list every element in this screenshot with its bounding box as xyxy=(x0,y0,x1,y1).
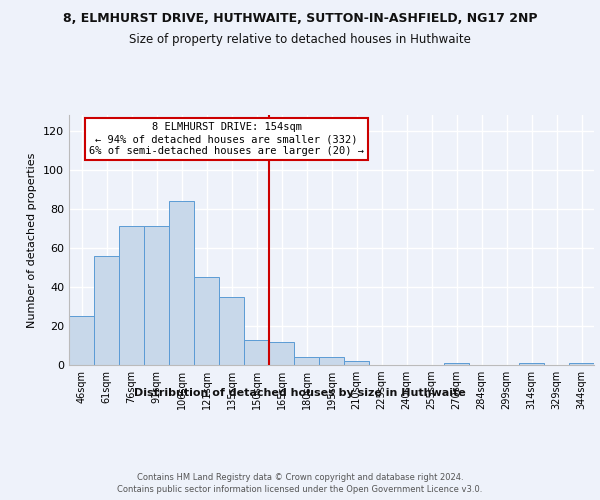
Bar xyxy=(119,226,144,365)
Text: Size of property relative to detached houses in Huthwaite: Size of property relative to detached ho… xyxy=(129,32,471,46)
Bar xyxy=(69,316,94,365)
Y-axis label: Number of detached properties: Number of detached properties xyxy=(28,152,37,328)
Bar xyxy=(169,201,194,365)
Bar xyxy=(294,357,319,365)
Bar xyxy=(444,363,469,365)
Bar xyxy=(144,226,169,365)
Text: 8, ELMHURST DRIVE, HUTHWAITE, SUTTON-IN-ASHFIELD, NG17 2NP: 8, ELMHURST DRIVE, HUTHWAITE, SUTTON-IN-… xyxy=(63,12,537,26)
Text: 8 ELMHURST DRIVE: 154sqm
← 94% of detached houses are smaller (332)
6% of semi-d: 8 ELMHURST DRIVE: 154sqm ← 94% of detach… xyxy=(89,122,364,156)
Bar xyxy=(569,363,594,365)
Bar xyxy=(269,342,294,365)
Bar xyxy=(344,361,369,365)
Text: Contains HM Land Registry data © Crown copyright and database right 2024.: Contains HM Land Registry data © Crown c… xyxy=(137,472,463,482)
Bar xyxy=(194,277,219,365)
Bar xyxy=(94,256,119,365)
Bar xyxy=(244,340,269,365)
Bar xyxy=(519,363,544,365)
Bar xyxy=(219,296,244,365)
Text: Distribution of detached houses by size in Huthwaite: Distribution of detached houses by size … xyxy=(134,388,466,398)
Text: Contains public sector information licensed under the Open Government Licence v3: Contains public sector information licen… xyxy=(118,485,482,494)
Bar xyxy=(319,357,344,365)
